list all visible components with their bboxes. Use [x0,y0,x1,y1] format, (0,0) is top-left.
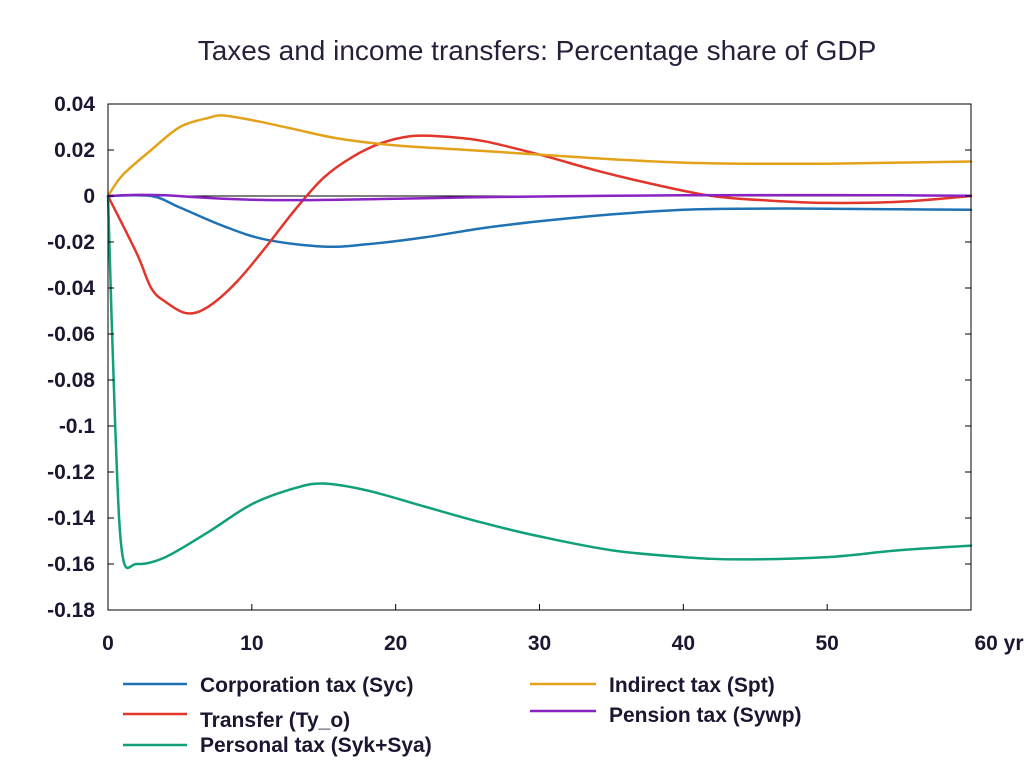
y-tick-label: -0.08 [47,369,95,392]
y-tick-label: -0.06 [47,323,95,346]
plot-area-frame [107,103,972,611]
y-tick-label: -0.18 [47,599,95,622]
series-line-transfer-ty-o [106,134,973,315]
x-tick-label: 60 yr [974,632,1023,655]
y-tick-label: -0.02 [47,231,95,254]
x-tick-label: 20 [384,632,407,655]
legend-label-personal-tax-syk-sya: Personal tax (Syk+Sya) [200,734,432,757]
y-tick-label: -0.04 [47,277,95,300]
x-tick-label: 10 [240,632,263,655]
y-tick-label: -0.12 [47,461,95,484]
x-tick-label: 0 [102,632,114,655]
x-tick-label: 50 [815,632,838,655]
y-tick-label: -0.14 [47,507,95,530]
legend-label-indirect-tax-spt: Indirect tax (Spt) [609,674,775,697]
legend: Corporation tax (Syc) Indirect tax (Spt) T… [123,674,802,757]
x-tick-label: 30 [528,632,551,655]
y-tick-label: 0.02 [54,139,95,162]
x-tick-label: 40 [672,632,695,655]
y-tick-label: -0.1 [59,415,96,438]
y-tick-label: 0 [83,185,95,208]
legend-label-transfer-ty-o: Transfer (Ty_o) [200,709,350,732]
y-tick-label: 0.04 [54,93,95,116]
series-line-personal-tax-syk-sya [106,194,973,570]
chart-title: Taxes and income transfers: Percentage s… [198,35,877,66]
legend-label-corporation-tax-syc: Corporation tax (Syc) [200,674,414,697]
y-tick-label: -0.16 [47,553,95,576]
series-line-indirect-tax-spt [106,114,973,198]
series-line-corporation-tax-syc [106,193,973,249]
legend-label-pension-tax-sywp: Pension tax (Sywp) [609,704,802,727]
series-line-pension-tax-sywp [106,193,973,202]
